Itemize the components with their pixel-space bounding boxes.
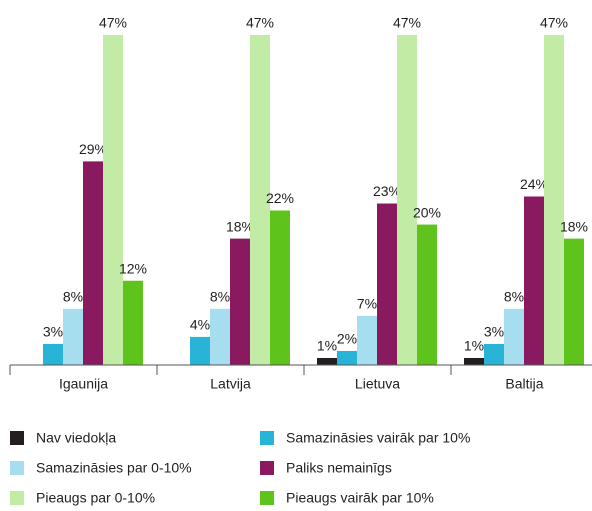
value-label: 47% xyxy=(99,15,127,31)
value-label: 20% xyxy=(413,204,441,220)
value-label: 47% xyxy=(393,15,421,31)
value-label: 2% xyxy=(337,331,357,347)
bar xyxy=(123,280,143,365)
bar xyxy=(270,210,290,365)
bar xyxy=(417,224,437,365)
x-tick-label: Baltija xyxy=(505,376,543,392)
value-label: 3% xyxy=(484,324,504,340)
legend-label: Samazināsies par 0-10% xyxy=(36,460,192,476)
value-label: 4% xyxy=(190,317,210,333)
bar xyxy=(317,357,337,365)
bar xyxy=(544,35,564,365)
bar xyxy=(377,203,397,365)
legend-swatch xyxy=(10,431,24,445)
bar xyxy=(484,343,504,365)
x-tick-label: Igaunija xyxy=(59,376,108,392)
value-label: 8% xyxy=(63,289,83,305)
value-label: 12% xyxy=(119,260,147,276)
bar xyxy=(250,35,270,365)
x-tick-label: Latvija xyxy=(210,376,251,392)
legend-label: Paliks nemainīgs xyxy=(286,460,392,476)
value-label: 7% xyxy=(357,296,377,312)
value-label: 8% xyxy=(504,289,524,305)
legend-swatch xyxy=(260,431,274,445)
value-label: 18% xyxy=(560,218,588,234)
legend-label: Samazināsies vairāk par 10% xyxy=(286,430,470,446)
bar xyxy=(63,308,83,365)
legend-label: Nav viedokļa xyxy=(36,430,116,446)
value-label: 23% xyxy=(373,183,401,199)
x-tick-label: Lietuva xyxy=(355,376,400,392)
legend-swatch xyxy=(10,461,24,475)
value-label: 1% xyxy=(317,338,337,354)
value-label: 18% xyxy=(226,218,254,234)
value-label: 1% xyxy=(464,338,484,354)
legend-label: Pieaugs vairāk par 10% xyxy=(286,490,434,506)
bar xyxy=(103,35,123,365)
bar xyxy=(524,196,544,365)
legend-swatch xyxy=(260,491,274,505)
value-label: 47% xyxy=(540,15,568,31)
value-label: 8% xyxy=(210,289,230,305)
value-label: 29% xyxy=(79,141,107,157)
legend-swatch xyxy=(260,461,274,475)
bar xyxy=(464,357,484,365)
bar xyxy=(230,238,250,365)
legend-label: Pieaugs par 0-10% xyxy=(36,490,155,506)
bar xyxy=(504,308,524,365)
bar xyxy=(210,308,230,365)
bar xyxy=(337,350,357,365)
value-label: 22% xyxy=(266,190,294,206)
bar xyxy=(190,336,210,365)
bar xyxy=(397,35,417,365)
value-label: 3% xyxy=(43,324,63,340)
bar xyxy=(83,161,103,365)
legend-swatch xyxy=(10,491,24,505)
value-label: 47% xyxy=(246,15,274,31)
bar xyxy=(43,343,63,365)
value-label: 24% xyxy=(520,176,548,192)
bar xyxy=(357,315,377,365)
bar xyxy=(564,238,584,365)
